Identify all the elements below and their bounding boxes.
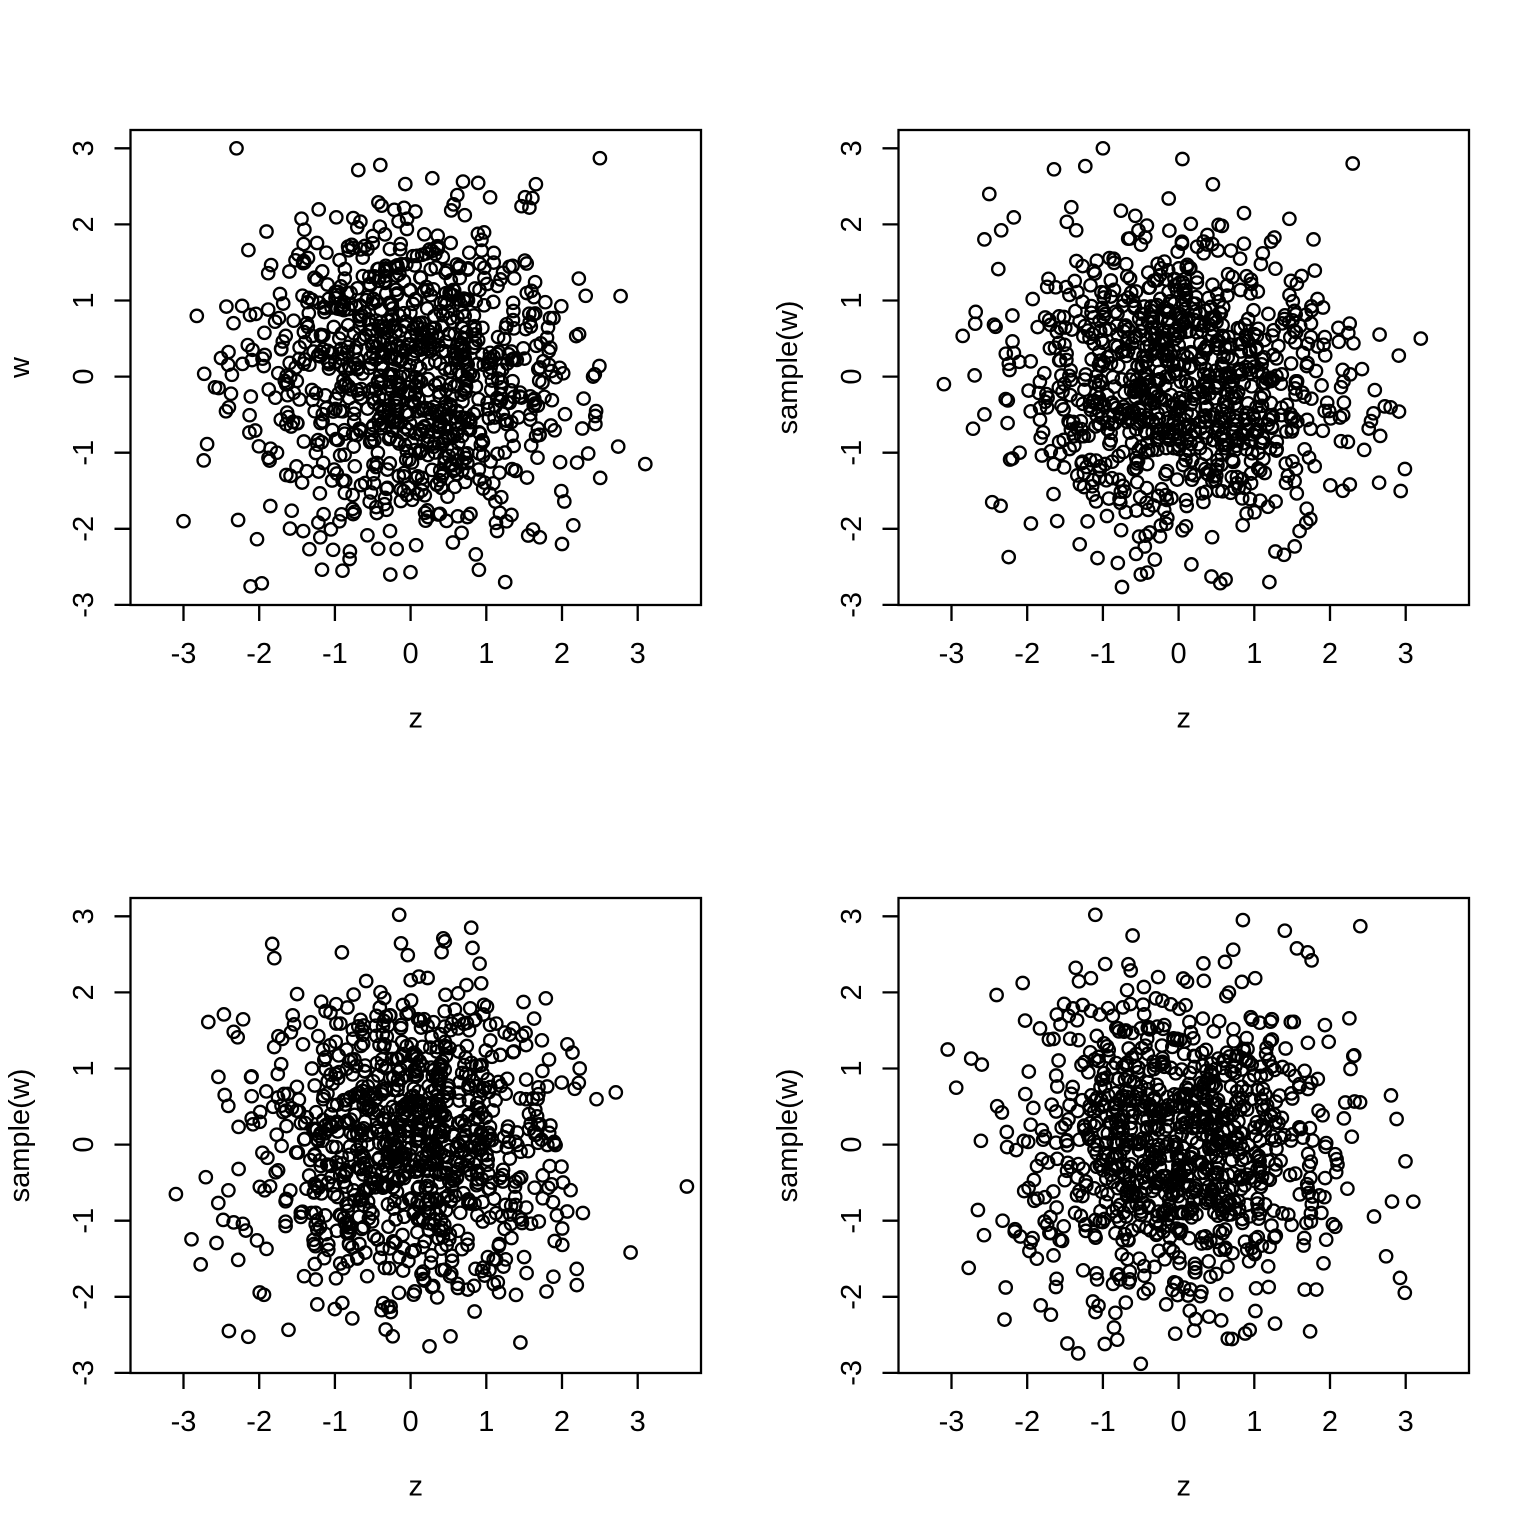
svg-text:2: 2 [1322,1406,1338,1438]
svg-text:2: 2 [68,216,100,232]
svg-text:3: 3 [630,1406,646,1438]
svg-text:3: 3 [68,908,100,924]
svg-text:-3: -3 [171,638,197,670]
svg-text:-1: -1 [322,1406,348,1438]
svg-text:-2: -2 [246,638,272,670]
svg-text:-3: -3 [171,1406,197,1438]
svg-text:2: 2 [554,1406,570,1438]
svg-text:-2: -2 [1014,1406,1040,1438]
svg-text:2: 2 [68,984,100,1000]
svg-text:-2: -2 [836,1284,868,1310]
svg-text:w: w [4,356,36,379]
svg-text:-2: -2 [246,1406,272,1438]
svg-text:-1: -1 [836,440,868,466]
svg-text:-2: -2 [836,516,868,542]
svg-text:z: z [1177,702,1192,734]
svg-text:-3: -3 [939,1406,965,1438]
svg-text:3: 3 [68,140,100,156]
svg-text:-3: -3 [836,592,868,618]
svg-text:3: 3 [836,908,868,924]
svg-text:sample(w): sample(w) [772,301,804,435]
svg-text:3: 3 [630,638,646,670]
svg-text:-1: -1 [68,440,100,466]
svg-text:0: 0 [836,369,868,385]
svg-text:0: 0 [68,369,100,385]
svg-text:1: 1 [1246,1406,1262,1438]
svg-text:1: 1 [68,292,100,308]
svg-text:2: 2 [1322,638,1338,670]
svg-text:-3: -3 [939,638,965,670]
svg-text:-2: -2 [68,516,100,542]
svg-text:sample(w): sample(w) [4,1069,36,1203]
svg-text:sample(w): sample(w) [772,1069,804,1203]
svg-text:2: 2 [836,984,868,1000]
svg-text:1: 1 [478,638,494,670]
svg-text:3: 3 [1398,638,1414,670]
svg-text:1: 1 [1246,638,1262,670]
svg-text:-1: -1 [1090,638,1116,670]
svg-text:-1: -1 [68,1208,100,1234]
svg-text:0: 0 [403,1406,419,1438]
svg-text:-1: -1 [1090,1406,1116,1438]
svg-text:-3: -3 [68,1360,100,1386]
svg-text:-3: -3 [68,592,100,618]
svg-text:z: z [409,1470,424,1502]
svg-text:0: 0 [403,638,419,670]
svg-text:3: 3 [1398,1406,1414,1438]
svg-text:0: 0 [1171,1406,1187,1438]
svg-text:0: 0 [1171,638,1187,670]
svg-text:-1: -1 [322,638,348,670]
svg-text:2: 2 [836,216,868,232]
svg-text:-3: -3 [836,1360,868,1386]
svg-text:-1: -1 [836,1208,868,1234]
svg-text:2: 2 [554,638,570,670]
svg-text:1: 1 [478,1406,494,1438]
svg-text:z: z [409,702,424,734]
svg-text:0: 0 [836,1137,868,1153]
svg-text:1: 1 [836,1060,868,1076]
svg-text:-2: -2 [1014,638,1040,670]
svg-text:0: 0 [68,1137,100,1153]
svg-text:1: 1 [68,1060,100,1076]
svg-text:1: 1 [836,292,868,308]
svg-text:-2: -2 [68,1284,100,1310]
svg-text:z: z [1177,1470,1192,1502]
svg-text:3: 3 [836,140,868,156]
